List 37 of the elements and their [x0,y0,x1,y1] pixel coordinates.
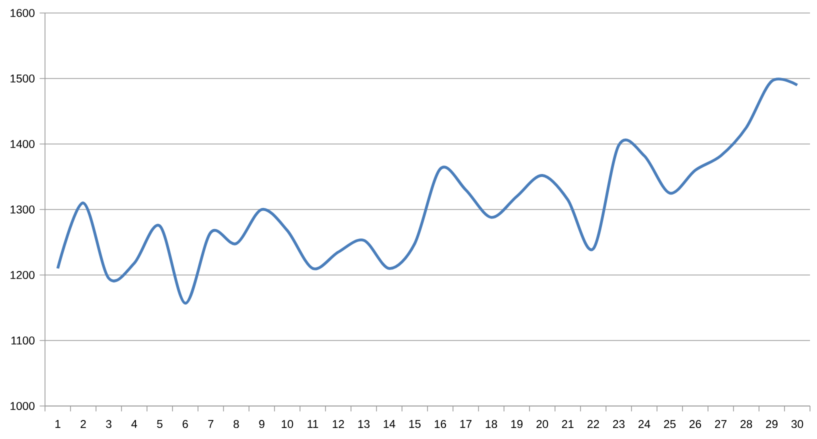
y-tick-label: 1600 [10,9,35,18]
x-tick-label: 10 [282,420,294,428]
x-tick-label: 23 [613,420,625,428]
x-tick-label: 16 [434,420,446,428]
x-tick-label: 17 [460,420,472,428]
y-tick-label: 1200 [10,270,35,280]
x-tick-label: 30 [791,420,804,428]
x-tick-label: 8 [234,420,239,428]
x-tick-label: 26 [690,420,702,428]
x-tick-label: 14 [384,420,396,428]
x-tick-label: 12 [332,420,344,428]
x-tick-label: 6 [182,420,188,428]
x-tick-label: 13 [358,420,370,428]
x-tick-label: 27 [715,420,726,428]
x-tick-label: 19 [511,420,523,428]
y-tick-label: 1300 [10,205,35,214]
x-tick-label: 28 [740,420,752,428]
x-tick-label: 25 [664,420,676,428]
x-tick-label: 15 [409,420,421,428]
x-tick-label: 22 [588,420,599,428]
x-tick-label: 20 [536,420,548,428]
y-tick-label: 1100 [11,336,35,345]
y-tick-label: 1500 [10,74,35,83]
y-tick-label: 1000 [10,402,35,410]
y-tick-label: 1400 [10,140,35,148]
x-tick-label: 5 [157,420,162,428]
x-tick-label: 21 [562,420,574,428]
x-tick-label: 29 [766,420,778,428]
x-tick-label: 18 [486,420,498,428]
x-tick-label: 4 [131,420,138,428]
x-tick-label: 3 [106,420,112,428]
x-tick-label: 2 [80,420,86,428]
x-tick-label: 11 [308,420,318,428]
x-tick-label: 7 [208,420,214,428]
x-tick-label: 24 [638,420,650,428]
x-tick-label: 1 [55,420,60,428]
x-tick-label: 9 [259,420,264,428]
